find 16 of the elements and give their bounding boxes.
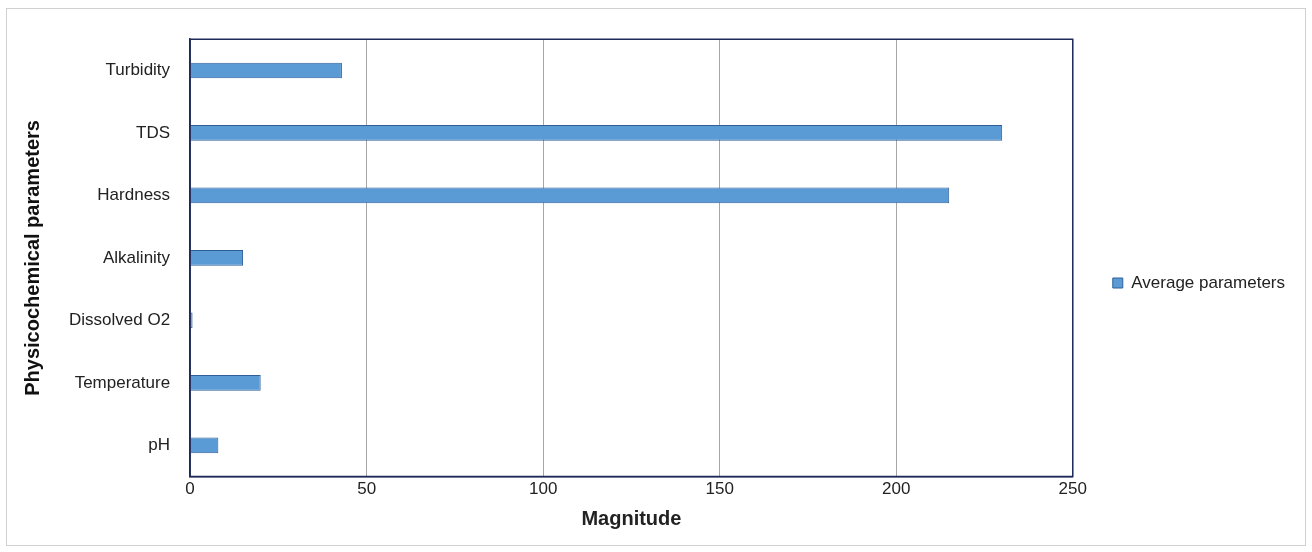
x-tick-label: 50: [357, 479, 377, 499]
y-tick-label: Hardness: [97, 185, 171, 205]
x-tick-label: 100: [528, 479, 558, 499]
x-tick-label: 150: [705, 479, 734, 499]
y-tick-label: Alkalinity: [103, 247, 171, 267]
y-tick-label: TDS: [136, 122, 171, 142]
x-tick-label: 250: [1058, 479, 1087, 499]
legend-label: Average parameters: [1131, 272, 1285, 292]
y-tick-label: Turbidity: [105, 60, 171, 80]
x-axis-title: Magnitude: [581, 506, 682, 529]
y-tick-label: pH: [148, 435, 171, 455]
y-tick-label: Temperature: [74, 372, 171, 392]
x-tick-label: 0: [185, 479, 195, 499]
x-tick-label: 200: [882, 479, 911, 499]
y-tick-label: Dissolved O2: [68, 310, 171, 330]
y-axis-title: Physicochemical parameters: [20, 120, 43, 396]
